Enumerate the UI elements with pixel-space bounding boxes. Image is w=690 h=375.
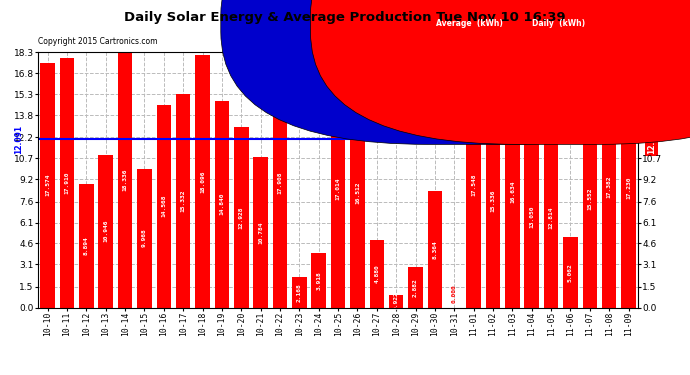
Bar bbox=[621, 68, 635, 308]
Bar bbox=[408, 267, 423, 308]
Bar bbox=[311, 253, 326, 308]
Bar bbox=[582, 91, 597, 308]
Text: 17.908: 17.908 bbox=[277, 171, 282, 194]
Bar bbox=[79, 184, 94, 308]
Bar bbox=[505, 76, 520, 307]
Bar bbox=[60, 58, 75, 308]
Text: 2.168: 2.168 bbox=[297, 283, 302, 302]
Text: 4.880: 4.880 bbox=[375, 264, 380, 283]
Text: 12.091: 12.091 bbox=[647, 124, 656, 154]
Bar bbox=[466, 63, 481, 308]
Bar bbox=[292, 277, 306, 308]
Bar bbox=[602, 65, 616, 308]
Text: Copyright 2015 Cartronics.com: Copyright 2015 Cartronics.com bbox=[38, 38, 157, 46]
Bar bbox=[331, 70, 346, 308]
Bar bbox=[486, 94, 500, 308]
Text: 15.552: 15.552 bbox=[587, 188, 592, 210]
Text: 15.332: 15.332 bbox=[181, 189, 186, 212]
Text: 15.336: 15.336 bbox=[491, 189, 495, 212]
Bar bbox=[137, 169, 152, 308]
Bar bbox=[99, 155, 113, 308]
Bar bbox=[157, 105, 171, 308]
Text: Daily  (kWh): Daily (kWh) bbox=[533, 19, 585, 28]
Text: 16.634: 16.634 bbox=[510, 180, 515, 203]
Text: 13.050: 13.050 bbox=[529, 206, 534, 228]
Text: 17.548: 17.548 bbox=[471, 174, 476, 196]
Text: 12.928: 12.928 bbox=[239, 206, 244, 229]
Bar bbox=[234, 128, 248, 308]
Text: 17.574: 17.574 bbox=[45, 174, 50, 196]
Text: Average  (kWh): Average (kWh) bbox=[436, 19, 502, 28]
Bar bbox=[118, 52, 132, 308]
Bar bbox=[176, 94, 190, 308]
Bar bbox=[41, 63, 55, 308]
Text: 17.230: 17.230 bbox=[626, 176, 631, 199]
Text: 18.096: 18.096 bbox=[200, 170, 205, 193]
Text: 10.784: 10.784 bbox=[258, 221, 263, 244]
Text: 0.922: 0.922 bbox=[394, 292, 399, 310]
Bar bbox=[195, 56, 210, 308]
Text: 0.000: 0.000 bbox=[452, 285, 457, 303]
Bar bbox=[351, 77, 365, 308]
Text: 2.882: 2.882 bbox=[413, 278, 418, 297]
Bar bbox=[563, 237, 578, 308]
Text: 3.918: 3.918 bbox=[316, 271, 322, 290]
Bar bbox=[253, 157, 268, 308]
Text: 12.814: 12.814 bbox=[549, 207, 553, 230]
Bar bbox=[524, 126, 539, 308]
Bar bbox=[273, 58, 287, 308]
Text: 9.968: 9.968 bbox=[142, 229, 147, 248]
Bar bbox=[215, 101, 229, 308]
Bar bbox=[370, 240, 384, 308]
Text: 10.946: 10.946 bbox=[104, 220, 108, 243]
Bar bbox=[389, 295, 404, 307]
Text: 18.336: 18.336 bbox=[123, 168, 128, 191]
Text: Daily Solar Energy & Average Production Tue Nov 10 16:39: Daily Solar Energy & Average Production … bbox=[124, 11, 566, 24]
Text: 14.568: 14.568 bbox=[161, 195, 166, 217]
Text: 14.840: 14.840 bbox=[219, 193, 224, 215]
Text: 5.062: 5.062 bbox=[568, 263, 573, 282]
Text: 8.894: 8.894 bbox=[84, 236, 89, 255]
Text: 12.091: 12.091 bbox=[14, 124, 23, 154]
Text: 16.512: 16.512 bbox=[355, 181, 360, 204]
Text: 17.014: 17.014 bbox=[335, 178, 341, 200]
Text: 17.910: 17.910 bbox=[64, 171, 70, 194]
Bar bbox=[544, 129, 558, 308]
Text: 17.382: 17.382 bbox=[607, 175, 612, 198]
Bar bbox=[428, 191, 442, 308]
Text: 8.364: 8.364 bbox=[433, 240, 437, 259]
